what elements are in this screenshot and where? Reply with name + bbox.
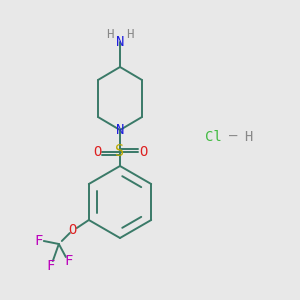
Text: Cl: Cl: [205, 130, 221, 144]
Text: —: —: [229, 130, 237, 144]
Text: N: N: [116, 123, 124, 137]
Text: F: F: [64, 254, 73, 268]
Text: O: O: [69, 223, 77, 237]
Text: H: H: [126, 28, 134, 40]
Text: H: H: [106, 28, 114, 40]
Text: H: H: [244, 130, 252, 144]
Text: S: S: [116, 145, 124, 160]
Text: F: F: [46, 259, 55, 273]
Text: F: F: [34, 234, 43, 248]
Text: N: N: [116, 35, 124, 49]
Text: O: O: [93, 145, 101, 159]
Text: O: O: [139, 145, 147, 159]
